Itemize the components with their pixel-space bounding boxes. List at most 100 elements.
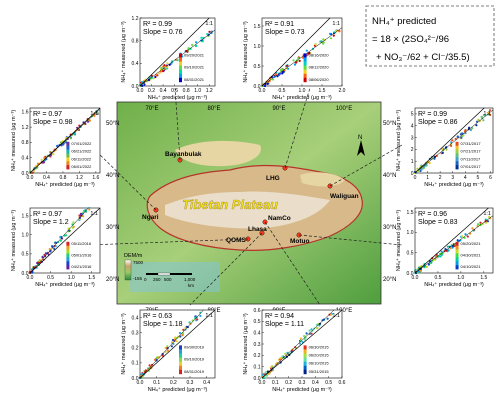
one-to-one-line [414,207,489,274]
data-point [433,157,436,160]
x-tick-label: 0 [414,175,417,181]
colorbar-segment [179,345,182,350]
scale-unit: km [188,283,194,288]
colorbar-segment [66,245,70,250]
data-point [427,263,430,266]
lat-label: 50°N [383,121,396,127]
colorbar-segment [179,73,182,79]
y-tick-label: 0.3 [254,342,261,348]
one-to-one-line [139,309,216,379]
colorbar-segment [303,69,307,75]
one-to-one-line [139,17,210,87]
dem-legend-title: DEM/m [124,253,143,259]
y-tick-label: 0.0 [22,171,29,177]
data-point [171,338,175,342]
scale-tick: 1,000 [184,277,196,282]
lon-label: 100°E [336,308,352,314]
one-to-one-label: 1:1 [332,313,340,319]
data-point [202,36,205,40]
colorbar-segment [455,145,459,150]
data-point [318,324,321,327]
colorbar-segment [66,165,70,170]
data-point [303,336,307,340]
regression-line [29,109,101,174]
data-point [178,331,182,335]
y-axis-label: NH₄⁺ measured (μg m⁻³) [10,210,17,272]
one-to-one-line [261,309,343,379]
data-point [330,313,333,316]
data-point [175,337,178,340]
colorbar-segment [66,157,70,162]
x-axis-label: NH₄⁺ predicted (μg m⁻³) [272,94,332,101]
slope-annotation: Slope = 1.2 [33,219,69,226]
colorbar-date-label: 06/01/2022 [71,164,92,169]
x-tick-label: 0.6 [339,380,346,386]
lat-label: 40°N [383,173,396,179]
data-point [200,36,203,39]
data-point [263,84,267,88]
data-point [155,74,158,77]
scatter-chart-ngari: 0.0 0.4 0.8 1.2 1.6 0.0 0.4 0.8 1.2 1.6 R² = 0.97S… [10,107,101,188]
one-to-one-line [261,17,331,87]
data-point [81,212,84,215]
data-point [328,313,331,316]
y-tick-label: 1.0 [22,233,29,239]
data-point [72,221,75,224]
r2-annotation: R² = 0.97 [33,111,62,118]
colorbar-date-label: 06/30/2015 [309,344,330,349]
scatter-chart-namco: 0.0 0.1 0.2 0.3 0.4 0.5 0.6 0.0 0.1 0.2 0.3 0.4 0.5 0… [242,308,346,393]
x-tick-label: 0.0 [259,380,266,386]
data-point [459,133,462,136]
data-point [446,245,449,248]
data-point [165,66,169,69]
data-point [96,111,99,115]
data-point [174,58,177,61]
colorbar-segment [66,261,70,266]
lon-label: 100°E [336,106,352,112]
data-point [206,33,209,36]
x-tick-label: 5 [477,175,480,181]
colorbar-segment [303,345,307,350]
y-axis-label: NH₄⁺ measured (μg m⁻³) [120,313,127,375]
x-tick-label: 0.5 [434,275,441,281]
data-point [83,209,86,212]
x-tick-label: 3 [451,175,454,181]
data-point [471,227,474,230]
colorbar-date-label: 09/20/2021 [184,52,205,57]
x-tick-label: 2 [439,175,442,181]
colorbar-date-label: 08/12/2020 [309,65,330,70]
x-tick-label: 0.3 [187,380,194,386]
x-tick-label: 0.0 [412,275,419,281]
x-tick-label: 0.6 [171,88,178,94]
data-point [59,141,63,144]
regression-line [261,27,343,87]
data-point [195,41,198,44]
data-point [440,250,443,253]
site-label-bayanbulak: Bayanbulak [165,151,202,158]
colorbar-date-label: 06/21/2022 [71,149,92,154]
data-point [191,43,194,47]
data-point [456,135,459,138]
x-tick-label: 1.0 [68,275,75,281]
data-point [298,59,301,63]
y-axis-label: NH₄⁺ measured (μg m⁻³) [242,313,249,375]
data-point [450,144,453,147]
data-point [69,137,72,140]
data-point [62,143,65,146]
data-point [305,332,308,335]
y-tick-label: 1.2 [132,16,139,22]
colorbar-date-label: 08/16/2020 [309,52,330,57]
data-point [270,366,273,369]
data-point [284,352,287,355]
colorbar-segment [455,165,459,170]
x-tick-label: 0.4 [312,380,319,386]
data-point [166,62,169,65]
y-tick-label: 0.5 [407,250,414,256]
y-tick-label: 0.1 [254,364,261,370]
data-point [176,59,179,62]
data-point [201,40,204,43]
one-to-one-label: 1:1 [483,111,491,117]
colorbar-date-label: 05/31/2015 [309,369,330,374]
